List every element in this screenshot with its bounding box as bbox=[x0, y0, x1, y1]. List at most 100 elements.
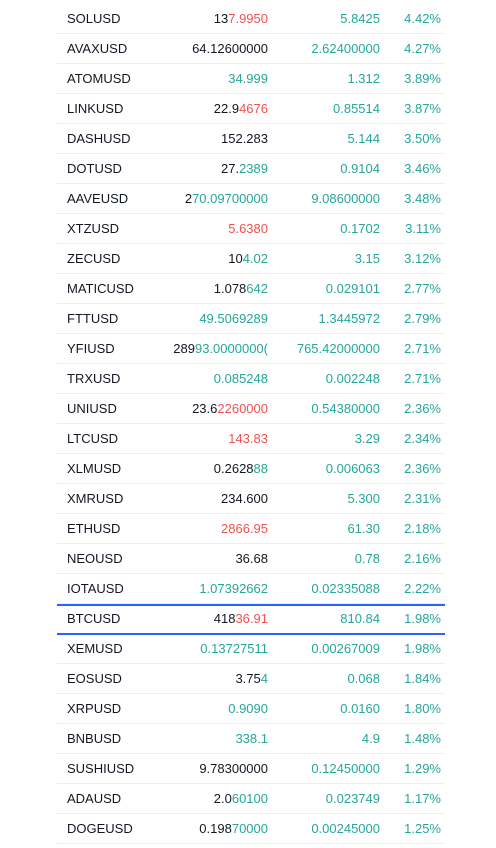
price-change-percent: 2.36% bbox=[404, 461, 441, 476]
price-change: 0.9104 bbox=[340, 161, 380, 176]
watchlist-row-btcusd[interactable]: BTCUSD 41836.91 810.84 1.98% bbox=[57, 604, 445, 635]
price-change: 9.08600000 bbox=[311, 191, 380, 206]
price-change-percent: 3.50% bbox=[404, 131, 441, 146]
watchlist-row-atomusd[interactable]: ATOMUSD 34.999 1.312 3.89% bbox=[57, 65, 445, 94]
symbol-label: SUSHIUSD bbox=[67, 761, 135, 776]
price-change-percent: 1.84% bbox=[404, 671, 441, 686]
symbol-label: NEOUSD bbox=[67, 551, 123, 566]
symbol-label: TRXUSD bbox=[67, 371, 121, 386]
last-price: 0.262888 bbox=[57, 455, 268, 483]
watchlist-row-sushiusd[interactable]: SUSHIUSD 9.78300000 0.12450000 1.29% bbox=[57, 755, 445, 784]
price-change: 5.8425 bbox=[340, 11, 380, 26]
last-price: 23.62260000 bbox=[57, 395, 268, 423]
symbol-label: XLMUSD bbox=[67, 461, 122, 476]
price-change: 0.00267009 bbox=[311, 641, 380, 656]
watchlist-row-neousd[interactable]: NEOUSD 36.68 0.78 2.16% bbox=[57, 545, 445, 574]
watchlist-row-linkusd[interactable]: LINKUSD 22.94676 0.85514 3.87% bbox=[57, 95, 445, 124]
last-price: 3.754 bbox=[57, 665, 268, 693]
price-change-percent: 2.71% bbox=[404, 371, 441, 386]
price-change-percent: 3.12% bbox=[404, 251, 441, 266]
price-change-percent: 2.77% bbox=[404, 281, 441, 296]
watchlist-row-eosusd[interactable]: EOSUSD 3.754 0.068 1.84% bbox=[57, 665, 445, 694]
last-price-stable-digits: 418 bbox=[213, 611, 236, 626]
last-price-stable-digits: 289 bbox=[173, 341, 195, 356]
last-price-stable-digits: 2 bbox=[184, 191, 193, 206]
symbol-label: AVAXUSD bbox=[67, 41, 128, 56]
watchlist-row-yfiusd[interactable]: YFIUSD 28993.0000000(765.42000000 2.71% bbox=[57, 335, 445, 364]
symbol-label: AAVEUSD bbox=[67, 191, 129, 206]
watchlist-row-ethusd[interactable]: ETHUSD 2866.95 61.30 2.18% bbox=[57, 515, 445, 544]
symbol-label: MATICUSD bbox=[67, 281, 134, 296]
last-price-stable-digits: 1.078 bbox=[213, 281, 247, 296]
last-price-changed-digits: 4 bbox=[260, 671, 268, 686]
watchlist-row-xlmusd[interactable]: XLMUSD 0.262888 0.006063 2.36% bbox=[57, 455, 445, 484]
price-change-percent: 1.98% bbox=[404, 611, 441, 626]
price-change: 0.12450000 bbox=[311, 761, 380, 776]
watchlist-row-bnbusd[interactable]: BNBUSD 338.1 4.9 1.48% bbox=[57, 725, 445, 754]
last-price-changed-digits: 338.1 bbox=[235, 731, 268, 746]
price-change-percent: 1.25% bbox=[404, 821, 441, 836]
symbol-label: IOTAUSD bbox=[67, 581, 124, 596]
watchlist-row-aaveusd[interactable]: AAVEUSD 270.09700000 9.08600000 3.48% bbox=[57, 185, 445, 214]
symbol-label: EOSUSD bbox=[67, 671, 122, 686]
symbol-label: SOLUSD bbox=[67, 11, 121, 26]
last-price: 234.600 bbox=[57, 485, 268, 513]
last-price-changed-digits: 4676 bbox=[239, 101, 268, 116]
last-price-stable-digits: 27. bbox=[221, 161, 240, 176]
last-price-stable-digits: 10 bbox=[228, 251, 243, 266]
last-price: 28993.0000000( bbox=[57, 335, 268, 363]
last-price: 36.68 bbox=[57, 545, 268, 573]
last-price: 0.13727511 bbox=[57, 635, 268, 663]
price-change-percent: 2.31% bbox=[404, 491, 441, 506]
last-price-stable-digits: 152.283 bbox=[221, 131, 268, 146]
last-price-changed-digits: 4.02 bbox=[242, 251, 268, 266]
watchlist-row-xrpusd[interactable]: XRPUSD 0.9090 0.0160 1.80% bbox=[57, 695, 445, 724]
last-price-changed-digits: 1.07392662 bbox=[199, 581, 268, 596]
watchlist-row-adausd[interactable]: ADAUSD 2.060100 0.023749 1.17% bbox=[57, 785, 445, 814]
last-price-stable-digits: 3.75 bbox=[235, 671, 261, 686]
watchlist-row-dotusd[interactable]: DOTUSD 27.2389 0.9104 3.46% bbox=[57, 155, 445, 184]
last-price-changed-digits: 0.085248 bbox=[213, 371, 268, 386]
price-change: 0.0160 bbox=[340, 701, 380, 716]
watchlist-row-xtzusd[interactable]: XTZUSD 5.6380 0.1702 3.11% bbox=[57, 215, 445, 244]
watchlist-row-zecusd[interactable]: ZECUSD 104.02 3.15 3.12% bbox=[57, 245, 445, 274]
last-price-stable-digits: 9.78300000 bbox=[199, 761, 268, 776]
price-change: 0.00245000 bbox=[311, 821, 380, 836]
watchlist-row-dogeusd[interactable]: DOGEUSD 0.19870000 0.00245000 1.25% bbox=[57, 815, 445, 844]
price-change: 5.144 bbox=[347, 131, 380, 146]
last-price-changed-digits: 2389 bbox=[239, 161, 268, 176]
watchlist-row-ltcusd[interactable]: LTCUSD 143.83 3.29 2.34% bbox=[57, 425, 445, 454]
last-price: 137.9950 bbox=[57, 5, 268, 33]
price-change: 0.002248 bbox=[325, 371, 380, 386]
watchlist-row-avaxusd[interactable]: AVAXUSD 64.12600000 2.62400000 4.27% bbox=[57, 35, 445, 64]
last-price: 152.283 bbox=[57, 125, 268, 153]
last-price-changed-digits: 88 bbox=[253, 461, 268, 476]
last-price-changed-digits: 7.9950 bbox=[228, 11, 268, 26]
watchlist-row-xemusd[interactable]: XEMUSD 0.13727511 0.00267009 1.98% bbox=[57, 635, 445, 664]
watchlist-row-trxusd[interactable]: TRXUSD 0.085248 0.002248 2.71% bbox=[57, 365, 445, 394]
watchlist-row-fttusd[interactable]: FTTUSD 49.5069289 1.3445972 2.79% bbox=[57, 305, 445, 334]
last-price-changed-digits: 70000 bbox=[231, 821, 268, 836]
last-price: 41836.91 bbox=[57, 606, 268, 633]
watchlist-row-solusd[interactable]: SOLUSD 137.9950 5.8425 4.42% bbox=[57, 5, 445, 34]
price-change-percent: 1.80% bbox=[404, 701, 441, 716]
symbol-label: ZECUSD bbox=[67, 251, 121, 266]
last-price: 270.09700000 bbox=[57, 185, 268, 213]
price-change-percent: 2.79% bbox=[404, 311, 441, 326]
last-price-changed-digits: 5.6380 bbox=[228, 221, 268, 236]
price-change-percent: 3.48% bbox=[404, 191, 441, 206]
price-change-percent: 3.46% bbox=[404, 161, 441, 176]
last-price-stable-digits: 0.198 bbox=[199, 821, 232, 836]
last-price: 143.83 bbox=[57, 425, 268, 453]
watchlist-row-maticusd[interactable]: MATICUSD 1.078642 0.029101 2.77% bbox=[57, 275, 445, 304]
last-price: 1.078642 bbox=[57, 275, 268, 303]
price-change-percent: 2.71% bbox=[404, 341, 441, 356]
last-price: 34.999 bbox=[57, 65, 268, 93]
watchlist-row-iotausd[interactable]: IOTAUSD 1.07392662 0.02335088 2.22% bbox=[57, 575, 445, 604]
watchlist-row-uniusd[interactable]: UNIUSD 23.62260000 0.54380000 2.36% bbox=[57, 395, 445, 424]
watchlist-row-dashusd[interactable]: DASHUSD 152.283 5.144 3.50% bbox=[57, 125, 445, 154]
last-price-stable-digits: 64.12600000 bbox=[192, 41, 268, 56]
price-change: 5.300 bbox=[347, 491, 380, 506]
symbol-label: BTCUSD bbox=[67, 611, 121, 626]
watchlist-row-xmrusd[interactable]: XMRUSD 234.600 5.300 2.31% bbox=[57, 485, 445, 514]
